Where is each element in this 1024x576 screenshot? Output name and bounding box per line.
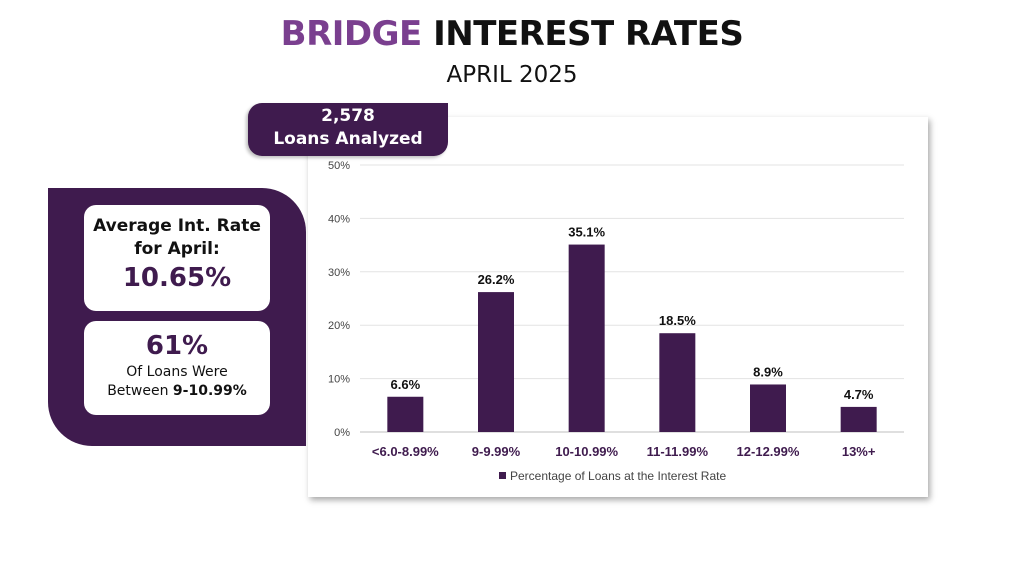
bar bbox=[659, 333, 696, 432]
loans-analyzed-tab: 2,578 Loans Analyzed bbox=[248, 103, 448, 156]
loan-share-description: Of Loans Were Between 9-10.99% bbox=[84, 363, 270, 401]
bar-chart: 0% 10% 20% 30% 40% 50% 6.6% <6.0-8.99% 26.2% 9-9.… bbox=[328, 160, 904, 483]
loans-label: Loans Analyzed bbox=[273, 129, 423, 149]
x-tick-label: 10-10.99% bbox=[555, 444, 618, 459]
bar bbox=[840, 406, 877, 432]
average-rate-label-line2: for April: bbox=[134, 239, 220, 259]
average-rate-label: Average Int. Rate for April: bbox=[84, 205, 270, 261]
loan-share-line1: Of Loans Were bbox=[126, 364, 228, 380]
chart-card: 0% 10% 20% 30% 40% 50% 6.6% <6.0-8.99% 26.2% 9-9.… bbox=[308, 117, 928, 497]
data-label: 4.7% bbox=[844, 387, 874, 402]
x-tick-label: 9-9.99% bbox=[472, 444, 521, 459]
x-tick-label: 12-12.99% bbox=[737, 444, 800, 459]
y-tick-label: 20% bbox=[328, 320, 350, 332]
average-rate-value: 10.65% bbox=[122, 263, 232, 293]
y-tick-label: 30% bbox=[328, 267, 350, 279]
x-tick-label: <6.0-8.99% bbox=[372, 444, 439, 459]
average-rate-label-line1: Average Int. Rate bbox=[93, 216, 261, 236]
data-label: 18.5% bbox=[659, 313, 696, 328]
y-tick-label: 40% bbox=[328, 213, 350, 225]
loan-share-line2-prefix: Between bbox=[107, 383, 173, 399]
legend-label: Percentage of Loans at the Interest Rate bbox=[510, 469, 726, 483]
data-label: 6.6% bbox=[391, 377, 421, 392]
title-accent: BRIDGE bbox=[280, 14, 423, 54]
loan-share-value: 61% bbox=[145, 331, 209, 361]
average-rate-box: Average Int. Rate for April: 10.65% bbox=[84, 205, 270, 311]
bar bbox=[478, 292, 514, 432]
legend-swatch bbox=[499, 472, 506, 479]
bar bbox=[568, 244, 605, 432]
data-label: 8.9% bbox=[753, 364, 783, 379]
bar bbox=[750, 384, 786, 432]
data-label: 26.2% bbox=[478, 272, 515, 287]
page-subtitle: APRIL 2025 bbox=[446, 62, 578, 88]
y-tick-label: 10% bbox=[328, 374, 350, 386]
loan-share-range: 9-10.99% bbox=[172, 383, 247, 399]
page-title: BRIDGE INTEREST RATES bbox=[0, 14, 1024, 54]
y-tick-label: 0% bbox=[334, 427, 350, 439]
loan-share-box: 61% Of Loans Were Between 9-10.99% bbox=[84, 321, 270, 415]
title-rest: INTEREST RATES bbox=[433, 14, 744, 54]
data-label: 35.1% bbox=[568, 225, 605, 240]
y-tick-label: 50% bbox=[328, 160, 350, 172]
bar bbox=[387, 396, 424, 432]
x-tick-label: 11-11.99% bbox=[647, 444, 709, 459]
x-tick-label: 13%+ bbox=[842, 444, 876, 459]
loans-count: 2,578 bbox=[321, 106, 375, 126]
